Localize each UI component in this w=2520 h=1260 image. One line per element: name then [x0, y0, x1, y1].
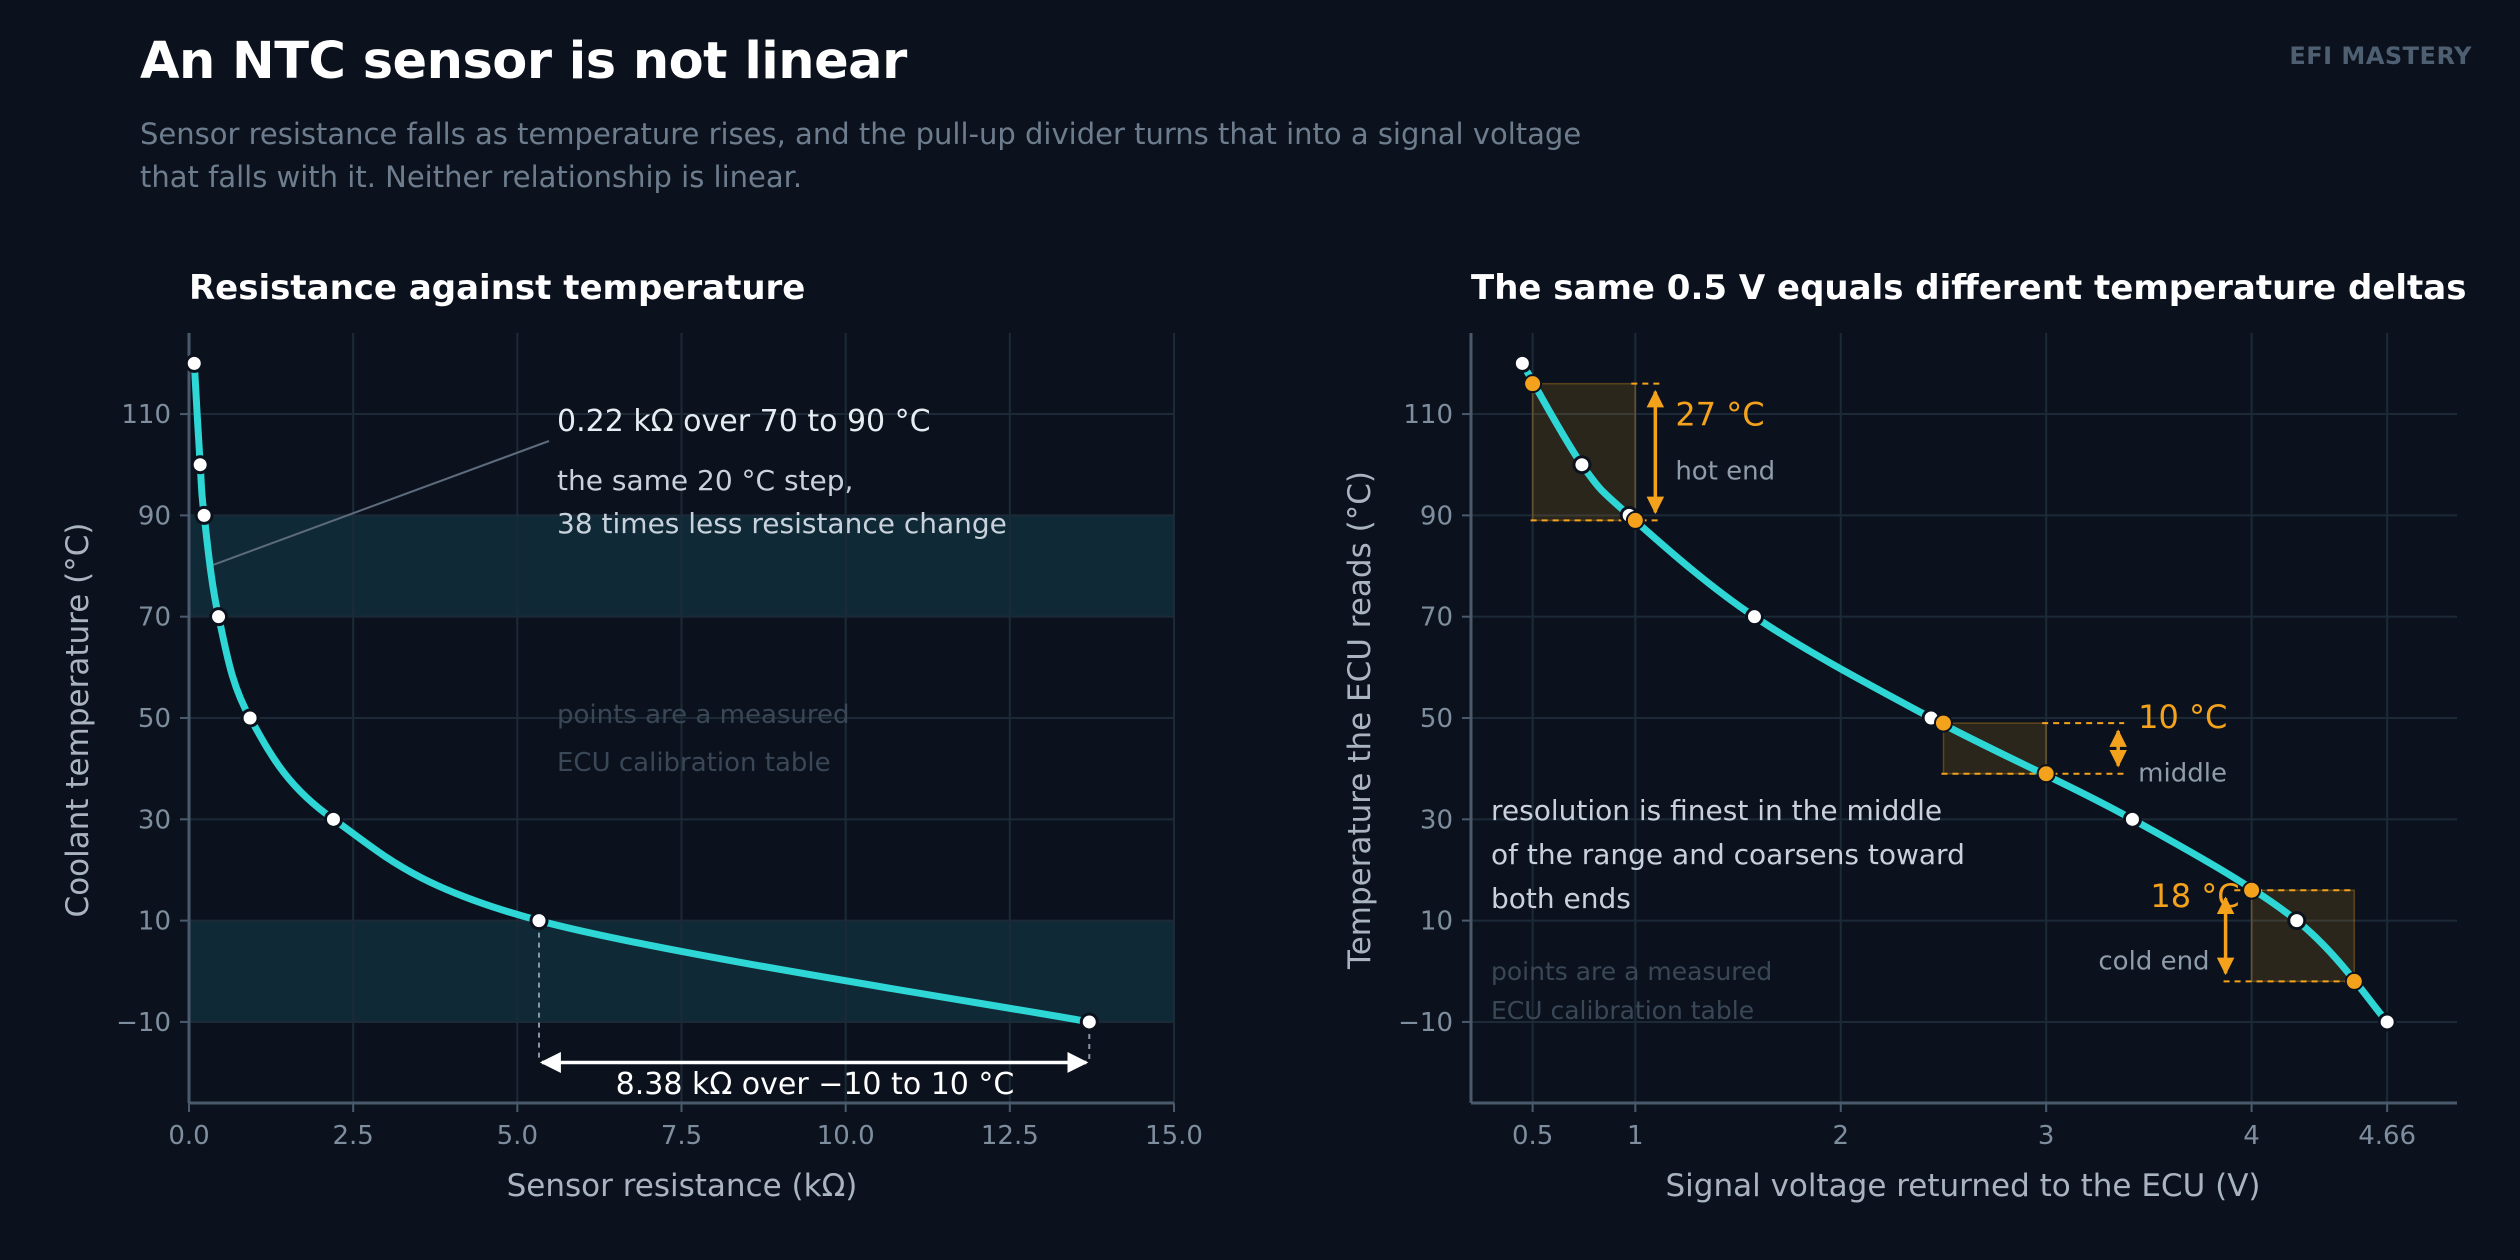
right-delta-value: 27 °C: [1675, 396, 1764, 434]
right-data-point: [1572, 455, 1592, 475]
left-top-value: 0.22 kΩ over 70 to 90 °C: [557, 404, 931, 439]
right-window-point: [2242, 880, 2262, 900]
right-x-tick-label: 4: [2243, 1121, 2260, 1151]
left-y-tick-label: 30: [138, 805, 171, 835]
right-y-tick-label: −10: [1398, 1008, 1453, 1038]
right-delta-value: 18 °C: [2150, 877, 2239, 915]
right-res-line-2: of the range and coarsens toward: [1491, 838, 1965, 871]
left-y-tick-label: 90: [138, 501, 171, 531]
left-x-tick-label: 10.0: [817, 1121, 875, 1151]
right-data-point: [2287, 911, 2307, 931]
right-x-tick-label: 1: [1627, 1121, 1644, 1151]
right-chart: The same 0.5 V equals different temperat…: [1342, 268, 2466, 1204]
left-bottom-value: 8.38 kΩ over −10 to 10 °C: [616, 1067, 1015, 1102]
left-leader-line: [209, 440, 550, 567]
right-y-tick-label: 30: [1420, 805, 1453, 835]
right-note-1: points are a measured: [1491, 957, 1772, 986]
left-note-1: points are a measured: [557, 700, 850, 730]
right-window-label: middle: [2138, 759, 2227, 789]
subtitle-line-1: Sensor resistance falls as temperature r…: [140, 117, 1582, 151]
right-y-tick-label: 10: [1420, 907, 1453, 937]
left-x-tick-label: 7.5: [661, 1121, 702, 1151]
left-data-point: [1079, 1012, 1099, 1032]
left-top-line-2: 38 times less resistance change: [557, 507, 1007, 540]
right-window-point: [2344, 971, 2364, 991]
right-data-point: [1744, 607, 1764, 627]
brand-logo-text: EFI MASTERY: [2289, 42, 2472, 70]
left-x-axis-label: Sensor resistance (kΩ): [507, 1168, 858, 1204]
left-x-tick-label: 12.5: [981, 1121, 1039, 1151]
right-data-point: [2377, 1012, 2397, 1032]
left-data-point: [209, 607, 229, 627]
right-x-axis-label: Signal voltage returned to the ECU (V): [1665, 1168, 2260, 1204]
right-data-point: [2122, 809, 2142, 829]
left-y-tick-label: 110: [121, 400, 171, 430]
right-x-tick-label: 0.5: [1512, 1121, 1553, 1151]
left-x-tick-label: 15.0: [1145, 1121, 1203, 1151]
left-x-tick-label: 5.0: [497, 1121, 538, 1151]
right-window-point: [2036, 764, 2056, 784]
left-y-tick-label: 50: [138, 704, 171, 734]
right-x-tick-label: 3: [2038, 1121, 2055, 1151]
right-window-point: [1625, 510, 1645, 530]
right-chart-title: The same 0.5 V equals different temperat…: [1471, 268, 2466, 308]
right-delta-value: 10 °C: [2138, 698, 2227, 736]
right-window-label: cold end: [2098, 946, 2209, 976]
left-chart: Resistance against temperature 0.0 2.5 5.0…: [60, 268, 1203, 1204]
right-window-point: [1523, 374, 1543, 394]
right-y-tick-label: 110: [1403, 400, 1453, 430]
left-y-tick-label: 70: [138, 603, 171, 633]
left-data-point: [184, 353, 204, 373]
left-chart-title: Resistance against temperature: [189, 268, 805, 308]
left-data-point: [529, 911, 549, 931]
right-y-tick-label: 50: [1420, 704, 1453, 734]
right-voltage-window: [2250, 889, 2356, 983]
right-res-line-1: resolution is finest in the middle: [1491, 794, 1942, 827]
left-note-2: ECU calibration table: [557, 748, 831, 778]
right-y-tick-label: 70: [1420, 603, 1453, 633]
left-data-point: [323, 809, 343, 829]
left-y-axis-label: Coolant temperature (°C): [60, 523, 96, 918]
page-title: An NTC sensor is not linear: [140, 32, 907, 91]
left-x-tick-label: 2.5: [332, 1121, 373, 1151]
right-note-2: ECU calibration table: [1491, 996, 1754, 1025]
page-subtitle: Sensor resistance falls as temperature r…: [140, 113, 1640, 199]
subtitle-line-2: that falls with it. Neither relationship…: [140, 160, 803, 194]
right-window-label: hot end: [1675, 457, 1775, 487]
right-y-tick-label: 90: [1420, 501, 1453, 531]
right-x-tick-label: 4.66: [2358, 1121, 2416, 1151]
right-window-point: [1933, 713, 1953, 733]
left-top-line-1: the same 20 °C step,: [557, 464, 853, 497]
right-x-tick-label: 2: [1832, 1121, 1849, 1151]
left-data-point: [194, 505, 214, 525]
left-x-tick-label: 0.0: [168, 1121, 209, 1151]
right-res-line-3: both ends: [1491, 882, 1631, 915]
right-y-axis-label: Temperature the ECU reads (°C): [1342, 471, 1378, 970]
left-y-tick-label: 10: [138, 907, 171, 937]
left-y-tick-label: −10: [116, 1008, 171, 1038]
left-data-point: [190, 455, 210, 475]
right-series-line: [1518, 359, 2391, 1026]
left-data-point: [240, 708, 260, 728]
right-data-point: [1512, 353, 1532, 373]
left-series-line: [190, 359, 1093, 1026]
